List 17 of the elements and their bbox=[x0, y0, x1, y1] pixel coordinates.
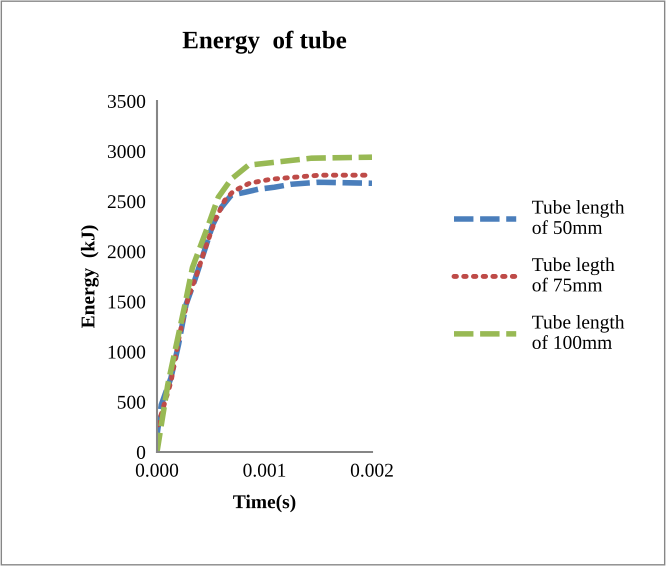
y-tick-label: 3000 bbox=[108, 144, 146, 158]
y-tick-label: 2500 bbox=[108, 195, 146, 208]
y-tick-label: 3500 bbox=[108, 94, 146, 108]
y-tick-label: 1000 bbox=[108, 346, 146, 359]
y-tick-label: 0 bbox=[136, 446, 146, 459]
y-axis-title: Energy (kJ) bbox=[80, 226, 99, 328]
legend-label: Tube length of 50mm bbox=[532, 200, 624, 234]
x-tick-label: 0.001 bbox=[243, 464, 286, 477]
legend-label: Tube length of 100mm bbox=[532, 314, 624, 350]
x-axis-title: Time(s) bbox=[233, 494, 296, 512]
x-tick-label: 0.000 bbox=[136, 464, 178, 477]
chart-title: Energy of tube bbox=[182, 30, 346, 54]
y-tick-label: 500 bbox=[118, 396, 146, 409]
legend-label: Tube legth of 75mm bbox=[532, 257, 615, 292]
y-tick-label: 1500 bbox=[108, 295, 146, 309]
x-tick-label: 0.002 bbox=[350, 464, 393, 477]
y-tick-label: 2000 bbox=[108, 245, 146, 258]
